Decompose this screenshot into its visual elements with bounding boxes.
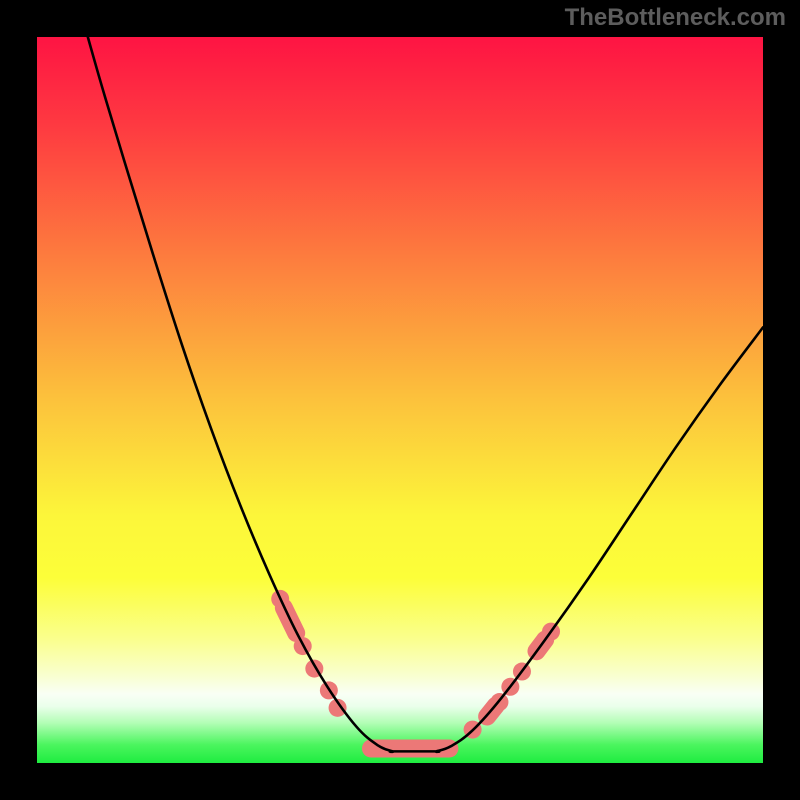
chart-svg (37, 37, 763, 763)
watermark-text: TheBottleneck.com (565, 4, 786, 32)
gradient-background (37, 37, 763, 763)
stage: TheBottleneck.com (0, 0, 800, 800)
plot-area (37, 37, 763, 763)
